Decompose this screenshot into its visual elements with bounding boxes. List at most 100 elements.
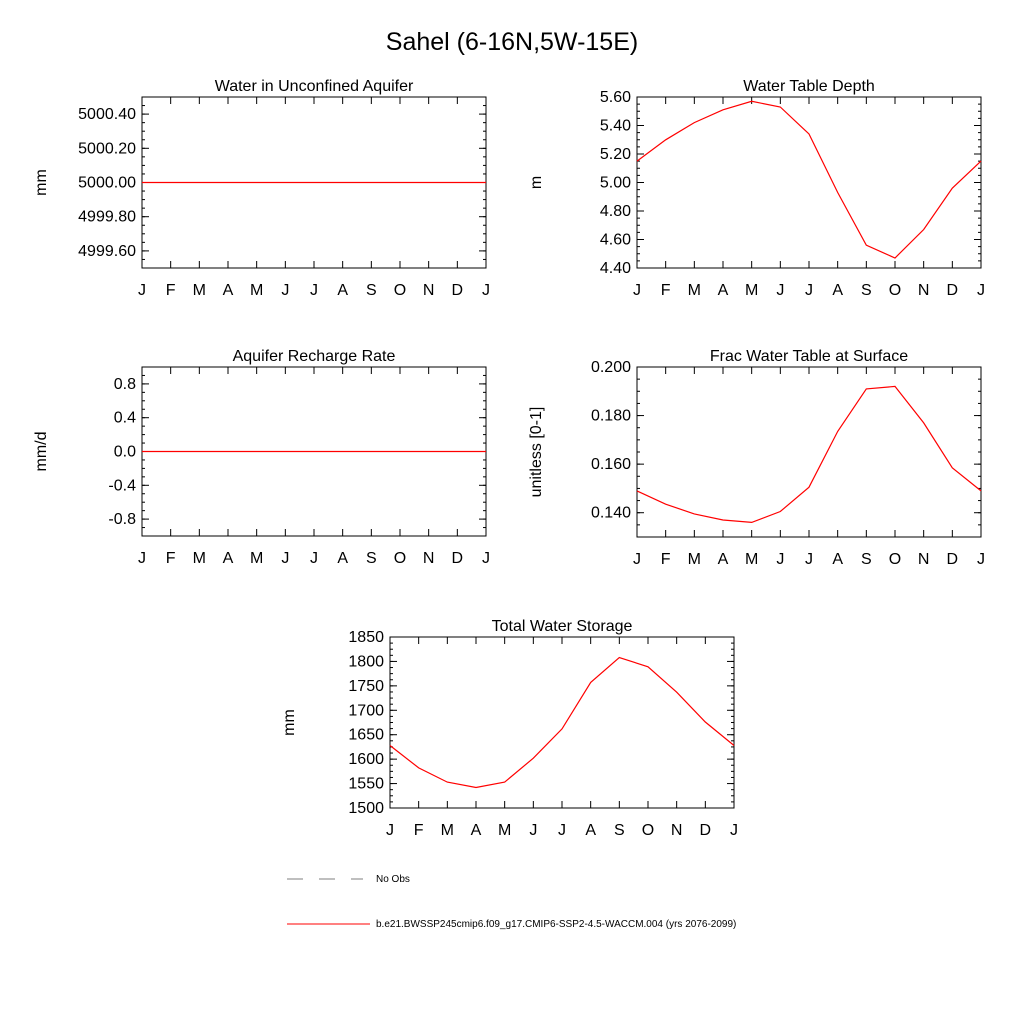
x-tick-label: S bbox=[366, 550, 377, 567]
x-tick-label: D bbox=[947, 551, 959, 568]
y-tick-label: 1550 bbox=[348, 776, 384, 793]
x-tick-label: D bbox=[452, 282, 464, 299]
series-line bbox=[636, 100, 982, 259]
x-tick-label: M bbox=[250, 550, 263, 567]
x-tick-label: M bbox=[193, 550, 206, 567]
chart-water-table-depth: Water Table Depth m J F M A M J J A S O N D J4.404.6… bbox=[528, 78, 985, 299]
x-tick-label: J bbox=[776, 551, 784, 568]
x-tick-label: M bbox=[688, 551, 701, 568]
legend-label-obs: No Obs bbox=[376, 874, 410, 885]
x-tick-label: J bbox=[805, 282, 813, 299]
x-tick-label: F bbox=[166, 550, 176, 567]
y-tick-label: 5.00 bbox=[600, 175, 631, 192]
x-tick-label: M bbox=[250, 282, 263, 299]
chart-title: Water Table Depth bbox=[743, 78, 875, 95]
x-tick-label: J bbox=[138, 550, 146, 567]
y-tick-label: 1750 bbox=[348, 678, 384, 695]
y-tick-label: 0.4 bbox=[114, 410, 136, 427]
legend: No Obs b.e21.BWSSP245cmip6.f09_g17.CMIP6… bbox=[287, 874, 736, 930]
x-tick-label: F bbox=[166, 282, 176, 299]
y-tick-label: 0.0 bbox=[114, 444, 136, 461]
y-tick-label: 1500 bbox=[348, 800, 384, 817]
x-tick-label: J bbox=[977, 282, 985, 299]
y-tick-label: 1600 bbox=[348, 751, 384, 768]
x-tick-label: D bbox=[947, 282, 959, 299]
x-tick-label: J bbox=[805, 551, 813, 568]
x-tick-label: J bbox=[977, 551, 985, 568]
x-tick-label: J bbox=[310, 550, 318, 567]
x-tick-label: J bbox=[529, 822, 537, 839]
x-tick-label: M bbox=[498, 822, 511, 839]
plot-frame bbox=[636, 96, 982, 269]
chart-title: Total Water Storage bbox=[492, 618, 633, 635]
y-tick-label: 4999.60 bbox=[78, 243, 136, 260]
y-tick-label: 1850 bbox=[348, 629, 384, 646]
y-tick-label: 0.200 bbox=[591, 359, 631, 376]
y-axis-label: mm/d bbox=[33, 432, 50, 472]
chart-frac-water-table-at-surface: Frac Water Table at Surface unitless [0-… bbox=[528, 348, 985, 568]
x-tick-label: M bbox=[193, 282, 206, 299]
x-tick-label: A bbox=[337, 282, 348, 299]
x-tick-label: J bbox=[482, 282, 490, 299]
x-tick-label: S bbox=[861, 551, 872, 568]
y-axis-label: m bbox=[528, 176, 545, 189]
y-tick-label: 4.60 bbox=[600, 232, 631, 249]
series-line bbox=[389, 656, 735, 789]
chart-title: Aquifer Recharge Rate bbox=[233, 348, 396, 365]
x-tick-label: N bbox=[423, 550, 435, 567]
plot-frame bbox=[389, 636, 735, 809]
series-line bbox=[636, 385, 982, 524]
y-tick-label: 1800 bbox=[348, 653, 384, 670]
y-tick-label: 5.20 bbox=[600, 146, 631, 163]
x-tick-label: D bbox=[452, 550, 464, 567]
y-tick-label: 5000.40 bbox=[78, 106, 136, 123]
x-tick-label: N bbox=[423, 282, 435, 299]
x-tick-label: A bbox=[471, 822, 482, 839]
y-tick-label: 4999.80 bbox=[78, 209, 136, 226]
y-tick-label: 0.160 bbox=[591, 456, 631, 473]
x-tick-label: J bbox=[633, 551, 641, 568]
x-tick-label: F bbox=[414, 822, 424, 839]
x-tick-label: A bbox=[718, 282, 729, 299]
chart-title: Frac Water Table at Surface bbox=[710, 348, 908, 365]
x-tick-label: J bbox=[558, 822, 566, 839]
x-tick-label: J bbox=[281, 282, 289, 299]
x-tick-label: J bbox=[730, 822, 738, 839]
y-tick-label: 4.80 bbox=[600, 203, 631, 220]
x-tick-label: S bbox=[614, 822, 625, 839]
x-tick-label: O bbox=[394, 282, 406, 299]
x-tick-label: A bbox=[832, 282, 843, 299]
x-tick-label: S bbox=[861, 282, 872, 299]
y-axis-label: mm bbox=[281, 709, 298, 736]
x-tick-label: A bbox=[585, 822, 596, 839]
x-tick-label: N bbox=[918, 551, 930, 568]
y-tick-label: 0.8 bbox=[114, 376, 136, 393]
x-tick-label: N bbox=[671, 822, 683, 839]
y-tick-label: 1700 bbox=[348, 702, 384, 719]
x-tick-label: O bbox=[889, 282, 901, 299]
x-tick-label: J bbox=[138, 282, 146, 299]
x-tick-label: J bbox=[281, 550, 289, 567]
chart-title: Water in Unconfined Aquifer bbox=[215, 78, 414, 95]
y-tick-label: 4.40 bbox=[600, 260, 631, 277]
x-tick-label: M bbox=[745, 551, 758, 568]
y-tick-label: 5000.00 bbox=[78, 175, 136, 192]
y-axis-label: mm bbox=[33, 169, 50, 196]
figure-title: Sahel (6-16N,5W-15E) bbox=[386, 28, 638, 56]
x-tick-label: A bbox=[223, 550, 234, 567]
legend-label-model: b.e21.BWSSP245cmip6.f09_g17.CMIP6-SSP2-4… bbox=[376, 919, 736, 930]
x-tick-label: A bbox=[337, 550, 348, 567]
y-tick-label: 1650 bbox=[348, 727, 384, 744]
x-tick-label: O bbox=[642, 822, 654, 839]
x-tick-label: N bbox=[918, 282, 930, 299]
x-tick-label: S bbox=[366, 282, 377, 299]
y-tick-label: 5.60 bbox=[600, 89, 631, 106]
x-tick-label: J bbox=[386, 822, 394, 839]
x-tick-label: J bbox=[482, 550, 490, 567]
x-tick-label: J bbox=[776, 282, 784, 299]
y-tick-label: 5.40 bbox=[600, 118, 631, 135]
x-tick-label: F bbox=[661, 282, 671, 299]
